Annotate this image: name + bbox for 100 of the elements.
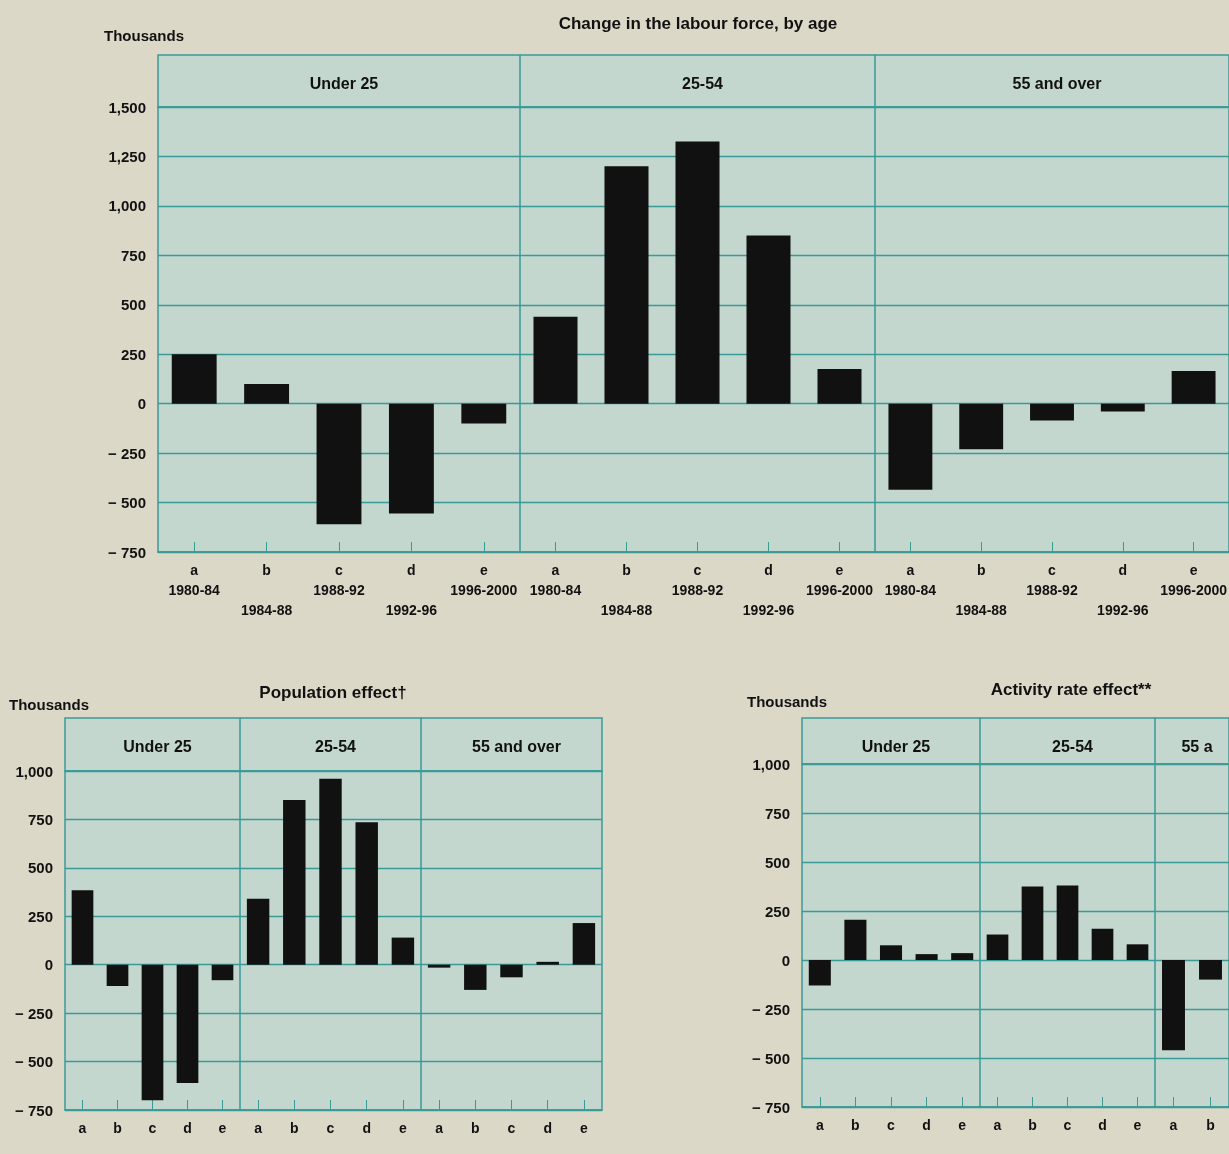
x-tick-label: c [326, 1120, 335, 1136]
x-tick-label: e [399, 1120, 407, 1136]
x-tick-label: d [543, 1120, 552, 1136]
y-tick-label: − 750 [15, 1101, 53, 1119]
x-tick-label: e 1996-2000 [806, 562, 874, 598]
x-tick-label: e [1133, 1117, 1142, 1133]
y-tick-label: − 500 [15, 1053, 53, 1071]
bar [1126, 944, 1149, 960]
y-tick-label: 0 [44, 956, 53, 974]
x-tick-label: d [183, 1120, 192, 1136]
x-tick-label: e 1996-2000 [450, 562, 518, 598]
y-tick-label: 250 [27, 907, 53, 925]
x-tick-label: c [1063, 1117, 1072, 1133]
y-tick-label: 250 [120, 345, 146, 363]
chart-title: 25-54 [1052, 737, 1094, 755]
chart-title: 55 a [1181, 737, 1213, 755]
y-tick-label: 500 [120, 296, 146, 314]
y-tick-label: 750 [764, 804, 790, 822]
category-label: b 1984-88 [955, 562, 1007, 618]
x-tick-label: b [1028, 1117, 1037, 1133]
x-tick-label: b [471, 1120, 480, 1136]
bar [1056, 885, 1079, 960]
category-label: d 1992-96 [385, 562, 438, 618]
text: Population effect† [259, 683, 407, 702]
x-tick-label: d [1098, 1117, 1107, 1133]
bar [246, 898, 270, 965]
x-tick-label: a [435, 1120, 444, 1136]
chart-title: Under 25 [123, 737, 192, 755]
y-tick-label: 1,000 [752, 755, 790, 773]
y-tick-label: 250 [764, 902, 790, 920]
bar [316, 403, 362, 525]
chart-title: 55 and over [1012, 74, 1102, 92]
chart-title: Under 25 [309, 74, 379, 92]
bar [986, 934, 1009, 960]
bar [283, 800, 306, 965]
x-tick-label: a [815, 1117, 824, 1133]
x-tick-label: c 1988-92 [1026, 562, 1078, 598]
x-tick-label: d [922, 1117, 931, 1133]
bar [171, 354, 217, 404]
x-tick-label: a 1980-84 [529, 562, 582, 598]
bar [844, 919, 867, 960]
category-label: d 1992-96 [1097, 562, 1149, 618]
bar [355, 822, 378, 965]
y-tick-label: − 250 [752, 1000, 790, 1018]
bar [808, 960, 831, 986]
bar [604, 166, 649, 404]
y-tick-label: 500 [764, 853, 790, 871]
y-tick-label: − 250 [15, 1004, 53, 1022]
y-tick-label: 500 [27, 859, 53, 877]
x-tick-label: a [993, 1117, 1002, 1133]
y-axis-title: Thousands [104, 27, 185, 44]
bar [915, 954, 938, 960]
bar [675, 141, 720, 404]
chart-title: 25-54 [682, 74, 724, 92]
category-label: d 1992-96 [742, 562, 795, 618]
category-label: b 1984-88 [600, 562, 653, 618]
bar [817, 369, 862, 404]
x-tick-label: b [113, 1120, 122, 1136]
x-tick-label: a 1980-84 [168, 562, 221, 598]
bar [951, 953, 974, 960]
x-tick-label: b [290, 1120, 299, 1136]
bar [746, 235, 791, 404]
y-tick-label: − 750 [108, 543, 146, 561]
x-tick-label: c [148, 1120, 157, 1136]
y-tick-label: 750 [120, 246, 146, 264]
x-tick-label: e [218, 1120, 227, 1136]
x-tick-label: a [78, 1120, 87, 1136]
category-label: b 1984-88 [240, 562, 293, 618]
text: Change in the labour force, by age [557, 14, 839, 34]
x-tick-label: a [1169, 1117, 1178, 1133]
x-tick-label: a [254, 1120, 263, 1136]
bar [244, 383, 290, 404]
bar [391, 937, 415, 965]
chart-title: Under 25 [861, 737, 931, 755]
y-tick-label: − 750 [752, 1098, 790, 1116]
y-tick-label: 1,000 [108, 197, 146, 215]
x-tick-label: a 1980-84 [884, 562, 937, 598]
chart-title: 55 and over [472, 737, 561, 755]
y-tick-label: 750 [27, 810, 53, 828]
chart-title: 25-54 [315, 737, 357, 755]
x-tick-label: e [580, 1120, 588, 1136]
bar [1091, 928, 1114, 960]
x-tick-label: e [958, 1117, 967, 1133]
bar [1021, 886, 1044, 960]
x-tick-label: c [887, 1117, 896, 1133]
y-axis-title: Thousands [747, 693, 828, 710]
y-tick-label: 1,500 [108, 98, 146, 116]
bar [461, 403, 507, 424]
y-tick-label: 0 [137, 395, 146, 413]
x-tick-label: b [1206, 1117, 1215, 1133]
y-axis-title: Thousands [9, 696, 90, 713]
x-tick-label: d [362, 1120, 371, 1136]
y-tick-label: 1,250 [108, 147, 146, 165]
y-tick-label: − 500 [752, 1049, 790, 1067]
bar [879, 945, 903, 960]
y-tick-label: − 250 [108, 444, 146, 462]
text: Activity rate effect** [990, 680, 1152, 699]
x-tick-label: c 1988-92 [671, 562, 724, 598]
y-tick-label: 0 [781, 951, 790, 969]
y-tick-label: 1,000 [15, 762, 53, 780]
